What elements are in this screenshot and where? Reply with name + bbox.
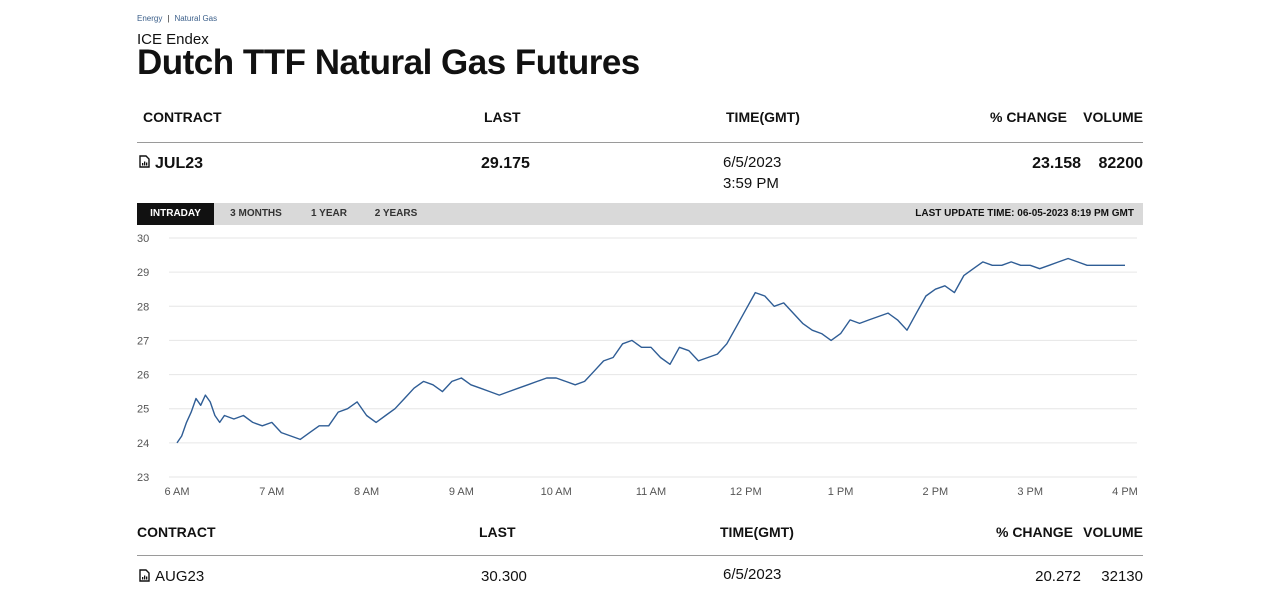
x-tick-label: 10 AM [541,486,572,498]
header-time: TIME(GMT) [726,109,800,125]
header-volume: VOLUME [1083,109,1143,125]
last-price: 29.175 [481,155,530,172]
y-tick-label: 28 [137,301,149,313]
header-change-2: % CHANGE [995,524,1073,540]
percent-change-2: 20.272 [1035,568,1081,585]
x-tick-label: 9 AM [449,486,474,498]
header-contract: CONTRACT [143,109,222,125]
header-change: % CHANGE [989,109,1067,125]
last-price-2: 30.300 [481,568,527,585]
x-tick-label: 3 PM [1017,486,1043,498]
page-title: Dutch TTF Natural Gas Futures [137,43,640,82]
tab-1-year[interactable]: 1 YEAR [311,208,347,219]
x-tick-label: 4 PM [1112,486,1138,498]
y-tick-label: 24 [137,438,149,450]
price-line [176,257,1125,444]
trade-date-2: 6/5/2023 [723,566,782,583]
intraday-price-chart: 30 29 28 27 26 25 24 23 6 AM 7 AM 8 AM 9 AM 10 AM 11 … [137,233,1138,498]
tab-3-months[interactable]: 3 MONTHS [230,208,282,219]
breadcrumb-separator: | [167,14,170,23]
header-divider [137,142,1143,143]
contract-aug23[interactable]: AUG23 [139,568,204,586]
x-tick-label: 6 AM [164,486,189,498]
header-contract-2: CONTRACT [137,524,216,540]
volume: 82200 [1098,155,1144,172]
breadcrumb-natural-gas[interactable]: Natural Gas [174,14,218,23]
exchange-name: ICE Endex [137,31,209,48]
y-tick-label: 27 [137,335,149,347]
y-tick-label: 23 [137,472,149,484]
tab-intraday[interactable]: INTRADAY [137,203,214,225]
header-volume-2: VOLUME [1083,524,1143,540]
header-last: LAST [484,109,521,125]
document-chart-icon [139,568,150,586]
x-tick-label: 8 AM [354,486,379,498]
header-divider-2 [137,555,1143,556]
volume-2: 32130 [1101,568,1143,585]
range-tab-bar: INTRADAY 3 MONTHS 1 YEAR 2 YEARS LAST UP… [137,203,1143,225]
contract-name-2: AUG23 [155,568,205,585]
document-chart-icon [139,155,150,173]
quote-page: Energy | Natural Gas ICE Endex Dutch TTF N… [137,0,1143,591]
y-tick-label: 26 [137,370,149,382]
trade-time: 3:59 PM [723,175,779,192]
last-update-time: LAST UPDATE TIME: 06-05-2023 8:19 PM GMT [915,208,1134,219]
x-tick-label: 12 PM [730,486,762,498]
x-tick-label: 11 AM [636,486,666,498]
y-tick-label: 25 [137,404,149,416]
header-last-2: LAST [479,524,516,540]
breadcrumb: Energy | Natural Gas [137,14,217,23]
x-tick-label: 1 PM [828,486,854,498]
y-tick-label: 29 [137,267,149,279]
header-time-2: TIME(GMT) [720,524,794,540]
x-tick-label: 7 AM [259,486,284,498]
percent-change: 23.158 [1032,155,1081,172]
breadcrumb-energy[interactable]: Energy [137,14,163,23]
contract-jul23[interactable]: JUL23 [139,155,203,173]
x-tick-label: 2 PM [923,486,949,498]
contract-name: JUL23 [155,155,204,173]
y-tick-label: 30 [137,233,149,245]
trade-date: 6/5/2023 [723,154,782,171]
tab-2-years[interactable]: 2 YEARS [374,208,418,219]
